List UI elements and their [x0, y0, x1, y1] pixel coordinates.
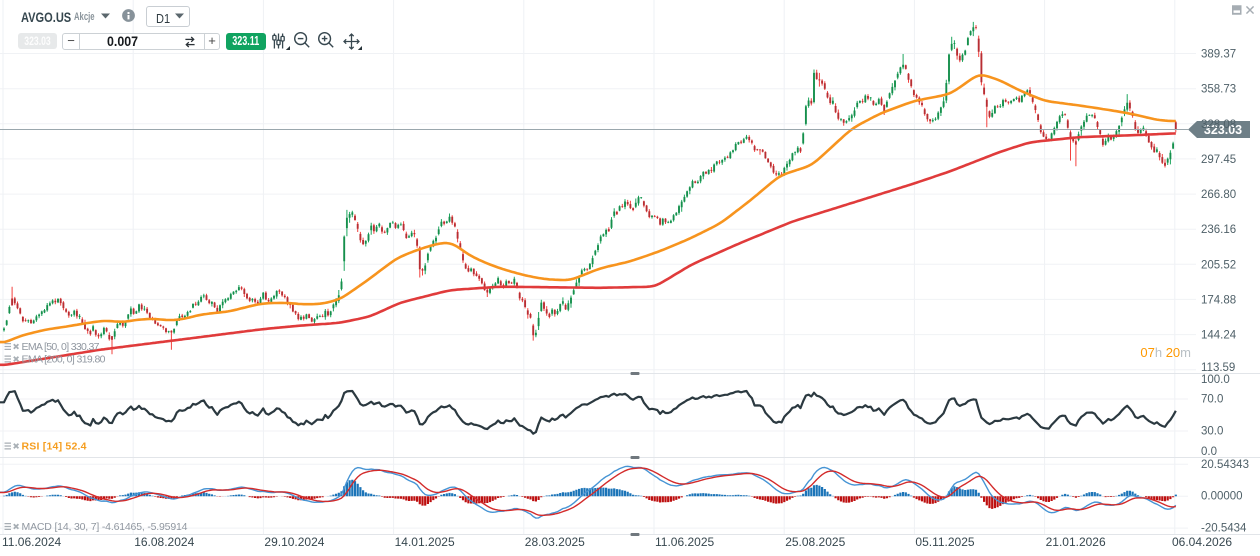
svg-text:MACD [14, 30, 7] -4.61465, -5.: MACD [14, 30, 7] -4.61465, -5.95914	[22, 521, 188, 533]
svg-text:328.08: 328.08	[1201, 119, 1236, 131]
svg-text:297.45: 297.45	[1201, 154, 1236, 166]
svg-text:05.11.2025: 05.11.2025	[915, 535, 974, 549]
svg-text:236.16: 236.16	[1201, 224, 1236, 236]
svg-text:30.0: 30.0	[1201, 426, 1223, 438]
svg-text:0.00000: 0.00000	[1201, 491, 1243, 503]
svg-text:11.06.2024: 11.06.2024	[2, 535, 61, 549]
svg-text:21.01.2026: 21.01.2026	[1046, 535, 1106, 549]
svg-text:EMA [50, 0] 330.37: EMA [50, 0] 330.37	[22, 341, 100, 353]
svg-text:0.0: 0.0	[1201, 446, 1217, 458]
svg-text:29.10.2024: 29.10.2024	[264, 535, 324, 549]
svg-text:EMA [200, 0] 319.80: EMA [200, 0] 319.80	[22, 354, 106, 366]
svg-text:28.03.2025: 28.03.2025	[525, 535, 585, 549]
svg-text:-20.5434: -20.5434	[1201, 523, 1247, 535]
svg-text:389.37: 389.37	[1201, 49, 1236, 61]
svg-text:16.08.2024: 16.08.2024	[134, 535, 194, 549]
svg-text:RSI [14] 52.4: RSI [14] 52.4	[22, 441, 87, 453]
svg-text:70.0: 70.0	[1201, 394, 1223, 406]
svg-text:358.73: 358.73	[1201, 84, 1236, 96]
svg-text:323.03: 323.03	[1204, 123, 1242, 137]
svg-text:100.0: 100.0	[1201, 374, 1230, 386]
svg-text:11.06.2025: 11.06.2025	[655, 535, 714, 549]
svg-text:25.08.2025: 25.08.2025	[785, 535, 845, 549]
svg-text:07h 20m: 07h 20m	[1140, 345, 1191, 360]
svg-text:113.59: 113.59	[1201, 362, 1235, 374]
svg-text:205.52: 205.52	[1201, 259, 1236, 271]
svg-text:174.88: 174.88	[1201, 294, 1236, 306]
svg-text:266.80: 266.80	[1201, 189, 1236, 201]
svg-text:06.04.2026: 06.04.2026	[1172, 535, 1232, 549]
svg-text:14.01.2025: 14.01.2025	[395, 535, 455, 549]
svg-text:144.24: 144.24	[1201, 330, 1237, 342]
svg-text:20.54343: 20.54343	[1201, 459, 1249, 471]
